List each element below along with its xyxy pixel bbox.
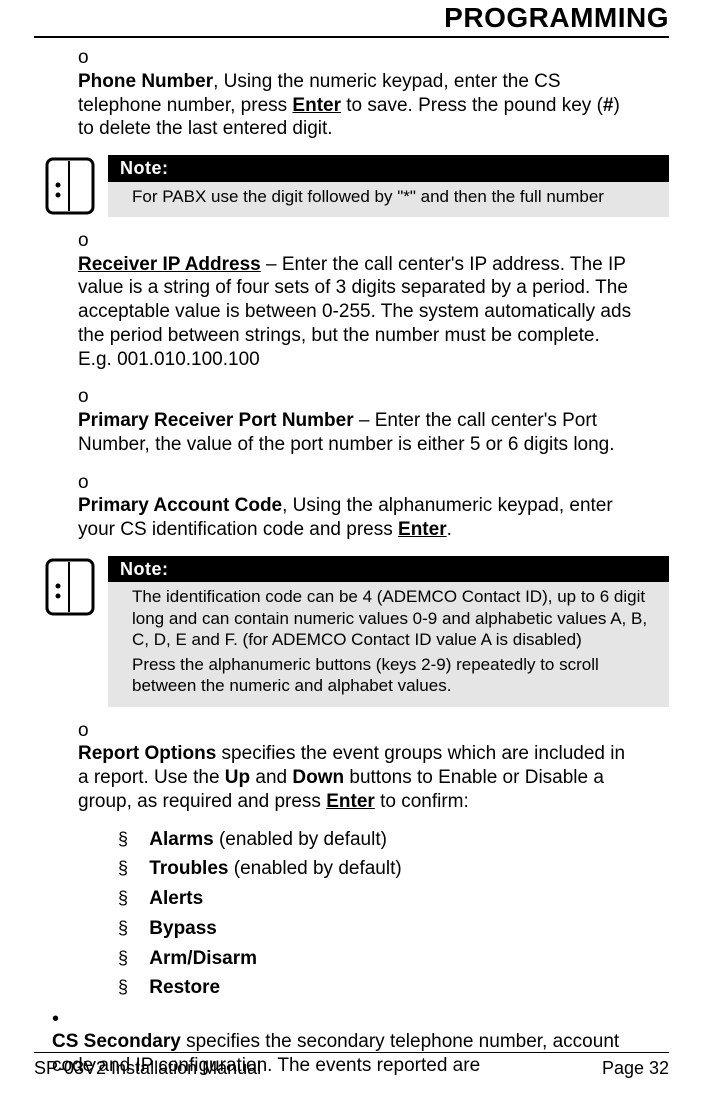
page: PROGRAMMING o Phone Number, Using the nu… <box>0 0 703 1095</box>
bullet-o: o <box>78 229 108 253</box>
text: to save. Press the pound key ( <box>341 95 603 116</box>
body-content: o Phone Number, Using the numeric keypad… <box>34 46 669 1077</box>
list-text: Phone Number, Using the numeric keypad, … <box>78 70 636 141</box>
option-name: Troubles <box>149 858 228 879</box>
footer-left: SP-03V2 Installation Manual <box>34 1058 261 1079</box>
sub-text: Arm/Disarm <box>149 947 659 971</box>
sub-list-item: § Alerts <box>118 887 669 911</box>
option-name: Arm/Disarm <box>149 948 257 969</box>
text: (enabled by default) <box>214 829 387 850</box>
list-item: o Phone Number, Using the numeric keypad… <box>78 46 669 141</box>
text: . <box>447 519 452 540</box>
list-text: Primary Account Code, Using the alphanum… <box>78 494 636 542</box>
list-item: o Receiver IP Address – Enter the call c… <box>78 229 669 372</box>
list-text: Report Options specifies the event group… <box>78 742 636 813</box>
notepad-icon <box>34 556 108 707</box>
sub-text: Restore <box>149 976 659 1000</box>
note-title: Note: <box>108 556 669 583</box>
sub-list-item: § Alarms (enabled by default) <box>118 828 669 852</box>
text: and <box>250 767 292 788</box>
option-name: Alerts <box>149 888 203 909</box>
bullet-section: § <box>118 947 144 970</box>
bullet-section: § <box>118 857 144 880</box>
sub-list-item: § Restore <box>118 976 669 1000</box>
note-body: For PABX use the digit followed by "*" a… <box>108 182 669 217</box>
sub-text: Bypass <box>149 917 659 941</box>
term: Primary Receiver Port Number <box>78 410 354 431</box>
option-name: Restore <box>149 977 220 998</box>
term: Report Options <box>78 743 216 764</box>
sub-text: Alerts <box>149 887 659 911</box>
note-block: Note: For PABX use the digit followed by… <box>34 155 669 217</box>
term: Primary Account Code <box>78 495 282 516</box>
term: Receiver IP Address <box>78 254 261 275</box>
sub-text: Alarms (enabled by default) <box>149 828 659 852</box>
sub-list-item: § Bypass <box>118 917 669 941</box>
bullet-section: § <box>118 976 144 999</box>
list-item: o Primary Receiver Port Number – Enter t… <box>78 385 669 456</box>
bullet-section: § <box>118 828 144 851</box>
note-text: The identification code can be 4 (ADEMCO… <box>132 586 657 650</box>
bullet-o: o <box>78 719 108 743</box>
list-text: Receiver IP Address – Enter the call cen… <box>78 253 636 372</box>
note-text: Press the alphanumeric buttons (keys 2-9… <box>132 654 657 697</box>
note-body: The identification code can be 4 (ADEMCO… <box>108 582 669 706</box>
key-label: Down <box>292 767 344 788</box>
key-label: # <box>603 95 614 116</box>
key-label: Enter <box>398 519 447 540</box>
bullet-o: o <box>78 385 108 409</box>
note-text: For PABX use the digit followed by "*" a… <box>132 186 657 207</box>
note-box: Note: The identification code can be 4 (… <box>108 556 669 707</box>
bullet-section: § <box>118 917 144 940</box>
list-item: o Report Options specifies the event gro… <box>78 719 669 814</box>
list-text: Primary Receiver Port Number – Enter the… <box>78 409 636 457</box>
notepad-icon <box>34 155 108 217</box>
term: Phone Number <box>78 71 213 92</box>
bullet-o: o <box>78 471 108 495</box>
sub-list-item: § Troubles (enabled by default) <box>118 857 669 881</box>
sub-text: Troubles (enabled by default) <box>149 857 659 881</box>
note-box: Note: For PABX use the digit followed by… <box>108 155 669 217</box>
key-label: Enter <box>326 791 375 812</box>
text: (enabled by default) <box>228 858 401 879</box>
bullet-dot: • <box>52 1006 76 1029</box>
sub-list-item: § Arm/Disarm <box>118 947 669 971</box>
bullet-o: o <box>78 46 108 70</box>
note-block: Note: The identification code can be 4 (… <box>34 556 669 707</box>
text: to confirm: <box>375 791 469 812</box>
option-name: Alarms <box>149 829 213 850</box>
list-item: o Primary Account Code, Using the alphan… <box>78 471 669 542</box>
note-title: Note: <box>108 155 669 182</box>
footer-right: Page 32 <box>602 1058 669 1079</box>
key-label: Enter <box>292 95 341 116</box>
bullet-section: § <box>118 887 144 910</box>
term: CS Secondary <box>52 1031 181 1052</box>
page-footer: SP-03V2 Installation Manual Page 32 <box>34 1052 669 1079</box>
option-name: Bypass <box>149 918 217 939</box>
section-header: PROGRAMMING <box>34 0 669 38</box>
key-label: Up <box>225 767 250 788</box>
